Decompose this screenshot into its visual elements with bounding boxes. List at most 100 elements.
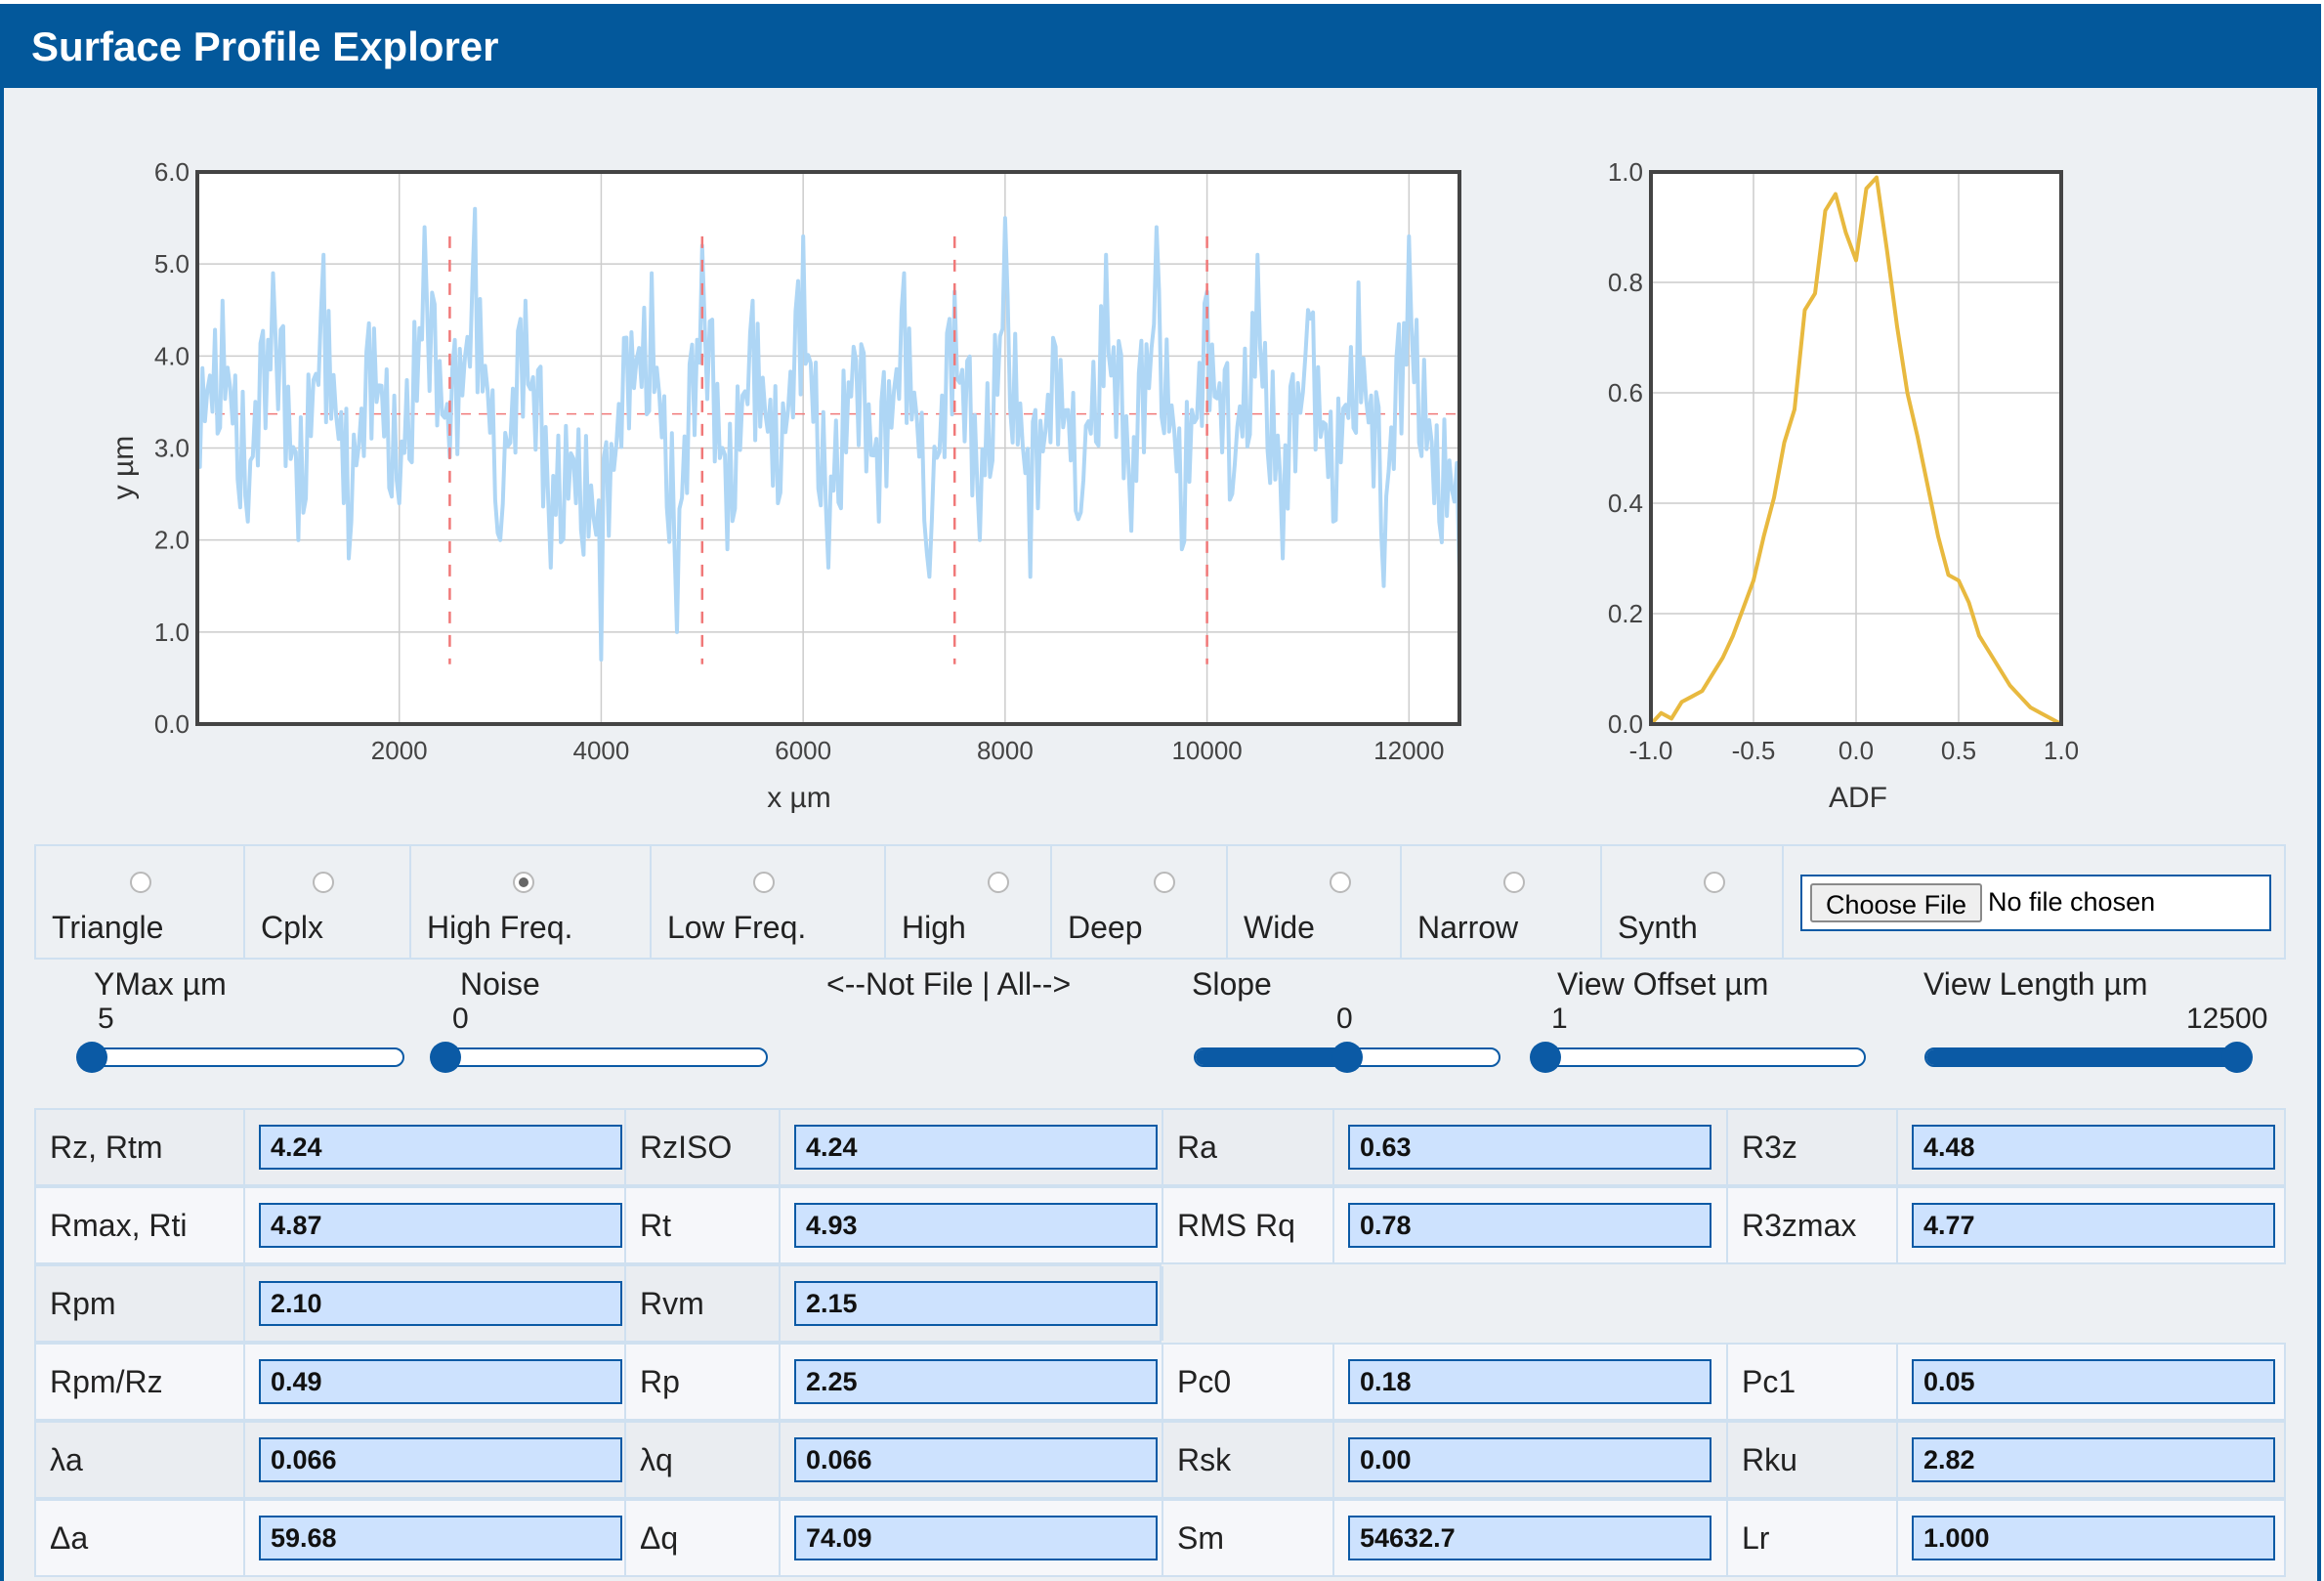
y-tick-label: 5.0	[154, 249, 190, 278]
metric-value-field[interactable]: 1.000	[1912, 1516, 2275, 1560]
radio-option[interactable]: Wide	[1228, 846, 1402, 958]
metric-label: λq	[640, 1442, 673, 1477]
view-offset-slider-thumb[interactable]	[1530, 1042, 1561, 1073]
metric-value-cell: 4.87	[245, 1188, 626, 1262]
choose-file-button[interactable]: Choose File	[1810, 883, 1983, 922]
metric-value-cell: 4.24	[781, 1110, 1163, 1184]
slope-value: 0	[1336, 1003, 1353, 1035]
metric-label-cell: Pc1	[1728, 1345, 1898, 1419]
radio-button[interactable]	[1154, 872, 1175, 893]
view-offset-slider[interactable]	[1545, 1047, 1866, 1067]
radio-option[interactable]: Cplx	[245, 846, 411, 958]
radio-button[interactable]	[1704, 872, 1725, 893]
metric-value-field[interactable]: 4.24	[259, 1125, 622, 1170]
metric-value-field[interactable]: 2.15	[794, 1281, 1158, 1326]
adf-series-line	[1649, 175, 2062, 726]
metric-value-field[interactable]: 4.77	[1912, 1203, 2275, 1248]
radio-option[interactable]: High	[886, 846, 1052, 958]
noise-label: Noise	[460, 966, 540, 1002]
metric-label: Δa	[50, 1520, 89, 1556]
radio-button[interactable]	[1503, 872, 1525, 893]
radio-label: Wide	[1244, 910, 1315, 945]
metric-value-cell: 4.48	[1898, 1110, 2284, 1184]
metric-value-field[interactable]: 2.25	[794, 1359, 1158, 1404]
radio-button[interactable]	[1330, 872, 1351, 893]
y-tick-label: 4.0	[154, 341, 190, 370]
metric-value-field[interactable]: 54632.7	[1348, 1516, 1711, 1560]
view-offset-value: 1	[1551, 1003, 1568, 1035]
metric-value-cell: 0.066	[781, 1423, 1163, 1497]
metric-value-field[interactable]: 74.09	[794, 1516, 1158, 1560]
radio-button[interactable]	[753, 872, 775, 893]
metric-value-field[interactable]: 0.05	[1912, 1359, 2275, 1404]
noise-value: 0	[452, 1003, 469, 1035]
x-tick-label: 0.0	[1838, 736, 1874, 765]
radio-option[interactable]: High Freq.	[411, 846, 652, 958]
app-window: Surface Profile Explorer 2000 4000 6000 800…	[0, 4, 2321, 1581]
metric-value-field[interactable]: 0.63	[1348, 1125, 1711, 1170]
metric-label-cell: Lr	[1728, 1501, 1898, 1575]
x-tick-label: -1.0	[1629, 736, 1673, 765]
metric-label-cell: Δa	[36, 1501, 245, 1575]
slope-slider-thumb[interactable]	[1331, 1042, 1363, 1073]
radio-option[interactable]: Deep	[1052, 846, 1228, 958]
x-tick-label: 8000	[977, 736, 1034, 765]
metric-value-field[interactable]: 59.68	[259, 1516, 622, 1560]
metric-value-field[interactable]: 4.93	[794, 1203, 1158, 1248]
x-axis-label: ADF	[1829, 782, 1887, 814]
view-length-value: 12500	[2186, 1003, 2268, 1035]
radio-label: High	[902, 910, 966, 945]
radio-button[interactable]	[988, 872, 1009, 893]
metric-value-cell: 2.10	[245, 1266, 626, 1341]
radio-button[interactable]	[313, 872, 334, 893]
metric-value-field[interactable]: 0.78	[1348, 1203, 1711, 1248]
metric-value-field[interactable]: 0.18	[1348, 1359, 1711, 1404]
metrics-row: Rpm 2.10 Rvm 2.15	[34, 1264, 1163, 1343]
radio-option[interactable]: Triangle	[36, 846, 245, 958]
x-tick-label: 4000	[573, 736, 630, 765]
metric-value-field[interactable]: 4.48	[1912, 1125, 2275, 1170]
metric-label-cell: R3z	[1728, 1110, 1898, 1184]
radio-button[interactable]	[513, 872, 534, 893]
y-tick-label: 1.0	[154, 618, 190, 647]
metric-value-field[interactable]: 0.49	[259, 1359, 622, 1404]
radio-option[interactable]: Low Freq.	[652, 846, 886, 958]
metric-label-cell: Sm	[1163, 1501, 1334, 1575]
app-title: Surface Profile Explorer	[31, 23, 499, 69]
metric-label-cell: Rt	[626, 1188, 781, 1262]
metric-value-field[interactable]: 0.00	[1348, 1437, 1711, 1482]
metric-label: λa	[50, 1442, 83, 1477]
ymax-slider[interactable]	[92, 1047, 404, 1067]
plot-frame	[195, 170, 1461, 726]
metric-value-field[interactable]: 0.066	[259, 1437, 622, 1482]
metric-value-field[interactable]: 2.10	[259, 1281, 622, 1326]
view-length-slider[interactable]	[1924, 1047, 2237, 1067]
y-tick-label: 3.0	[154, 434, 190, 463]
metric-value-field[interactable]: 4.24	[794, 1125, 1158, 1170]
metric-value-cell: 0.05	[1898, 1345, 2284, 1419]
metric-value-field[interactable]: 4.87	[259, 1203, 622, 1248]
ymax-slider-thumb[interactable]	[76, 1042, 107, 1073]
file-input[interactable]: Choose File No file chosen	[1800, 875, 2271, 931]
x-tick-label: -0.5	[1732, 736, 1776, 765]
noise-slider-thumb[interactable]	[430, 1042, 461, 1073]
metric-label: Lr	[1742, 1520, 1770, 1556]
noise-slider[interactable]	[445, 1047, 768, 1067]
adf-chart: -1.0 -0.5 0.0 0.5 1.0 0.0 0.2 0.4 0.6 0.8 1.0 ADF	[1608, 157, 2079, 814]
radio-button[interactable]	[130, 872, 151, 893]
metric-value-cell: 0.49	[245, 1345, 626, 1419]
metric-label-cell: Rp	[626, 1345, 781, 1419]
radio-option[interactable]: Synth	[1602, 846, 1784, 958]
metric-value-field[interactable]: 0.066	[794, 1437, 1158, 1482]
metric-value-cell: 59.68	[245, 1501, 626, 1575]
metric-label-cell: Rvm	[626, 1266, 781, 1341]
radio-option[interactable]: Narrow	[1402, 846, 1602, 958]
view-length-slider-thumb[interactable]	[2221, 1042, 2253, 1073]
radio-label: Cplx	[261, 910, 324, 945]
metric-value-field[interactable]: 2.82	[1912, 1437, 2275, 1482]
metric-label: Rku	[1742, 1442, 1797, 1477]
metric-label: Rp	[640, 1364, 680, 1399]
metric-value-cell: 0.00	[1334, 1423, 1728, 1497]
y-tick-label: 0.2	[1608, 599, 1643, 628]
radio-label: Narrow	[1417, 910, 1519, 945]
